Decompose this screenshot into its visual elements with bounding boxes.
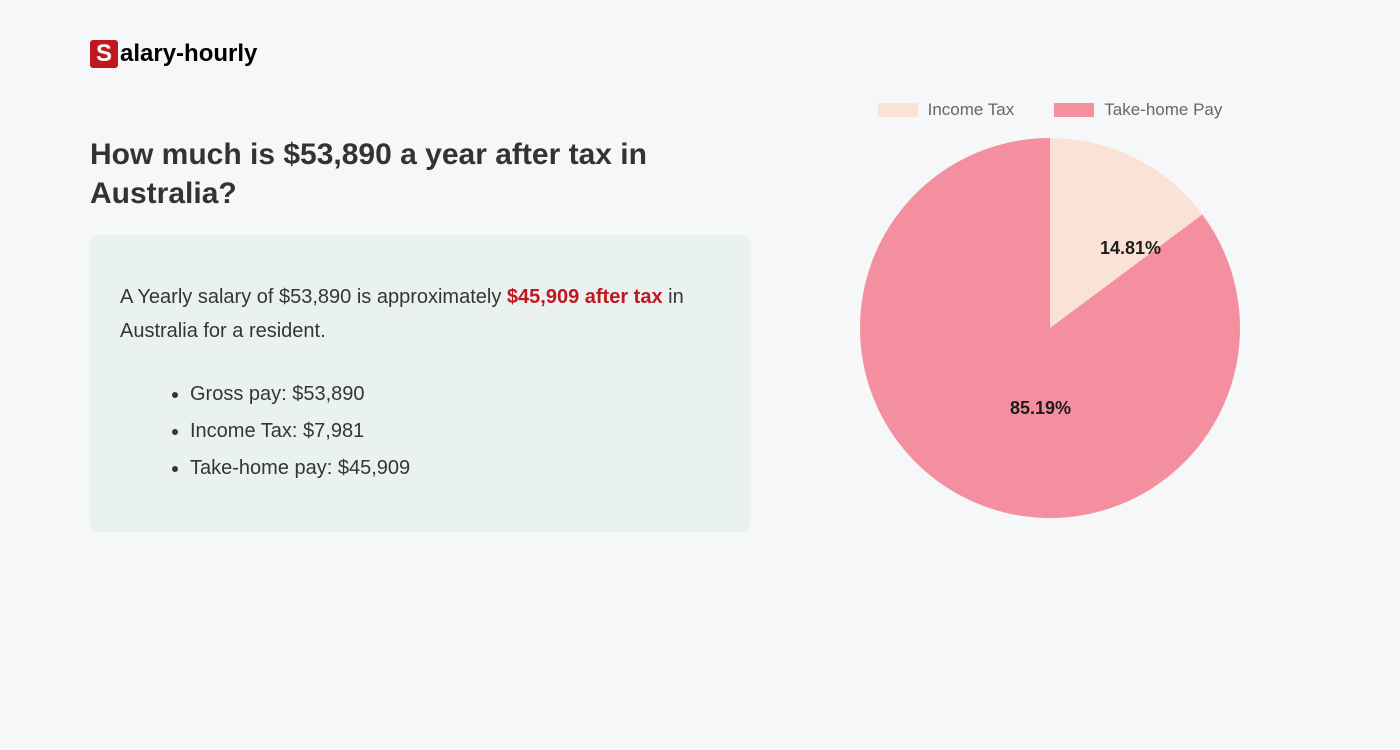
chart-legend: Income Tax Take-home Pay [820, 100, 1280, 120]
logo-badge: S [90, 40, 118, 68]
lead-prefix: A Yearly salary of $53,890 is approximat… [120, 286, 507, 308]
logo-text: alary-hourly [120, 40, 257, 68]
page-title: How much is $53,890 a year after tax in … [90, 135, 740, 213]
summary-box: A Yearly salary of $53,890 is approximat… [90, 235, 750, 532]
pie-chart: 14.81% 85.19% [860, 138, 1240, 518]
list-item: Income Tax: $7,981 [190, 413, 720, 450]
slice-label-take-home: 85.19% [1010, 398, 1071, 419]
list-item: Gross pay: $53,890 [190, 376, 720, 413]
legend-swatch [878, 103, 918, 117]
legend-item-income-tax: Income Tax [878, 100, 1015, 120]
site-logo: Salary-hourly [90, 40, 257, 68]
list-item: Take-home pay: $45,909 [190, 450, 720, 487]
legend-swatch [1054, 103, 1094, 117]
legend-label: Take-home Pay [1104, 100, 1222, 120]
slice-label-income-tax: 14.81% [1100, 238, 1161, 259]
summary-lead: A Yearly salary of $53,890 is approximat… [120, 280, 720, 348]
pie-chart-container: Income Tax Take-home Pay 14.81% 85.19% [820, 100, 1280, 518]
legend-item-take-home: Take-home Pay [1054, 100, 1222, 120]
legend-label: Income Tax [928, 100, 1015, 120]
lead-highlight: $45,909 after tax [507, 286, 663, 308]
summary-list: Gross pay: $53,890 Income Tax: $7,981 Ta… [190, 376, 720, 487]
